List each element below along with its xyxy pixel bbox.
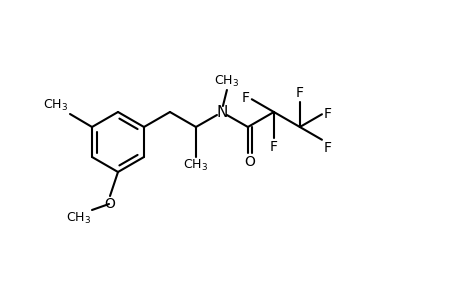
Text: CH$_3$: CH$_3$ [66,211,91,226]
Text: F: F [323,141,331,155]
Text: F: F [323,107,331,121]
Text: N: N [216,104,227,119]
Text: CH$_3$: CH$_3$ [43,98,68,113]
Text: F: F [269,140,277,154]
Text: F: F [241,91,249,105]
Text: O: O [244,155,255,169]
Text: O: O [104,197,115,211]
Text: F: F [295,85,303,100]
Text: CH$_3$: CH$_3$ [214,74,239,89]
Text: CH$_3$: CH$_3$ [183,158,208,173]
